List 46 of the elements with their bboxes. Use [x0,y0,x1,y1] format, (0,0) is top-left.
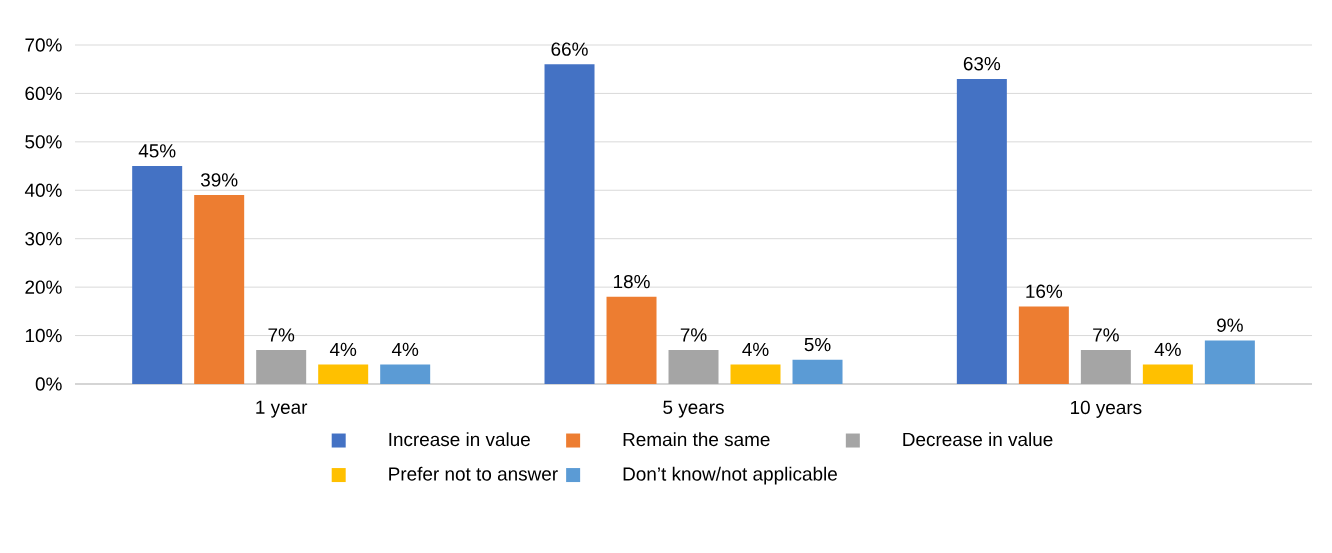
bar [132,166,183,384]
data-label: 4% [329,342,357,357]
data-label: 16% [1026,284,1063,298]
y-tick-label: 50% [25,135,62,149]
bar [318,364,369,384]
data-label: 66% [551,42,588,56]
bar [1080,350,1131,384]
bar [956,78,1007,384]
bar [1204,340,1255,384]
bar [792,359,843,384]
data-label: 4% [391,342,419,357]
x-tick-label: 10 years [1070,400,1142,418]
legend-label: Increase in value [389,432,530,447]
y-tick-label: 70% [25,38,62,52]
bar [194,195,245,384]
legend-label: Prefer not to answer [389,466,558,481]
y-tick-label: 10% [25,328,62,343]
bar [606,296,657,384]
bar [256,350,307,384]
data-label: 9% [1217,318,1243,332]
data-label: 45% [138,144,176,158]
legend-label: Don’t know/not applicable [623,466,837,485]
y-tick-label: 60% [25,86,62,101]
bar [380,364,431,384]
bar [668,350,719,384]
y-tick-label: 20% [25,280,62,294]
bar [1018,306,1069,384]
data-label: 7% [680,328,707,342]
data-label: 4% [742,342,769,357]
y-tick-label: 0% [35,377,62,391]
data-label: 4% [1154,342,1181,357]
y-tick-label: 30% [25,232,62,246]
y-tick-label: 40% [24,183,62,197]
legend-label: Remain the same [623,432,770,447]
x-tick-label: 5 years [663,400,724,418]
bar [730,364,781,384]
data-label: 7% [268,328,295,342]
data-label: 7% [1093,328,1119,342]
bar [1142,364,1193,384]
data-label: 63% [963,56,1001,71]
legend-label: Decrease in value [903,432,1053,447]
x-tick-label: 1 year [256,400,308,418]
bar [544,64,595,384]
data-label: 39% [200,173,238,187]
data-label: 18% [614,274,650,289]
data-label: 5% [804,337,831,352]
